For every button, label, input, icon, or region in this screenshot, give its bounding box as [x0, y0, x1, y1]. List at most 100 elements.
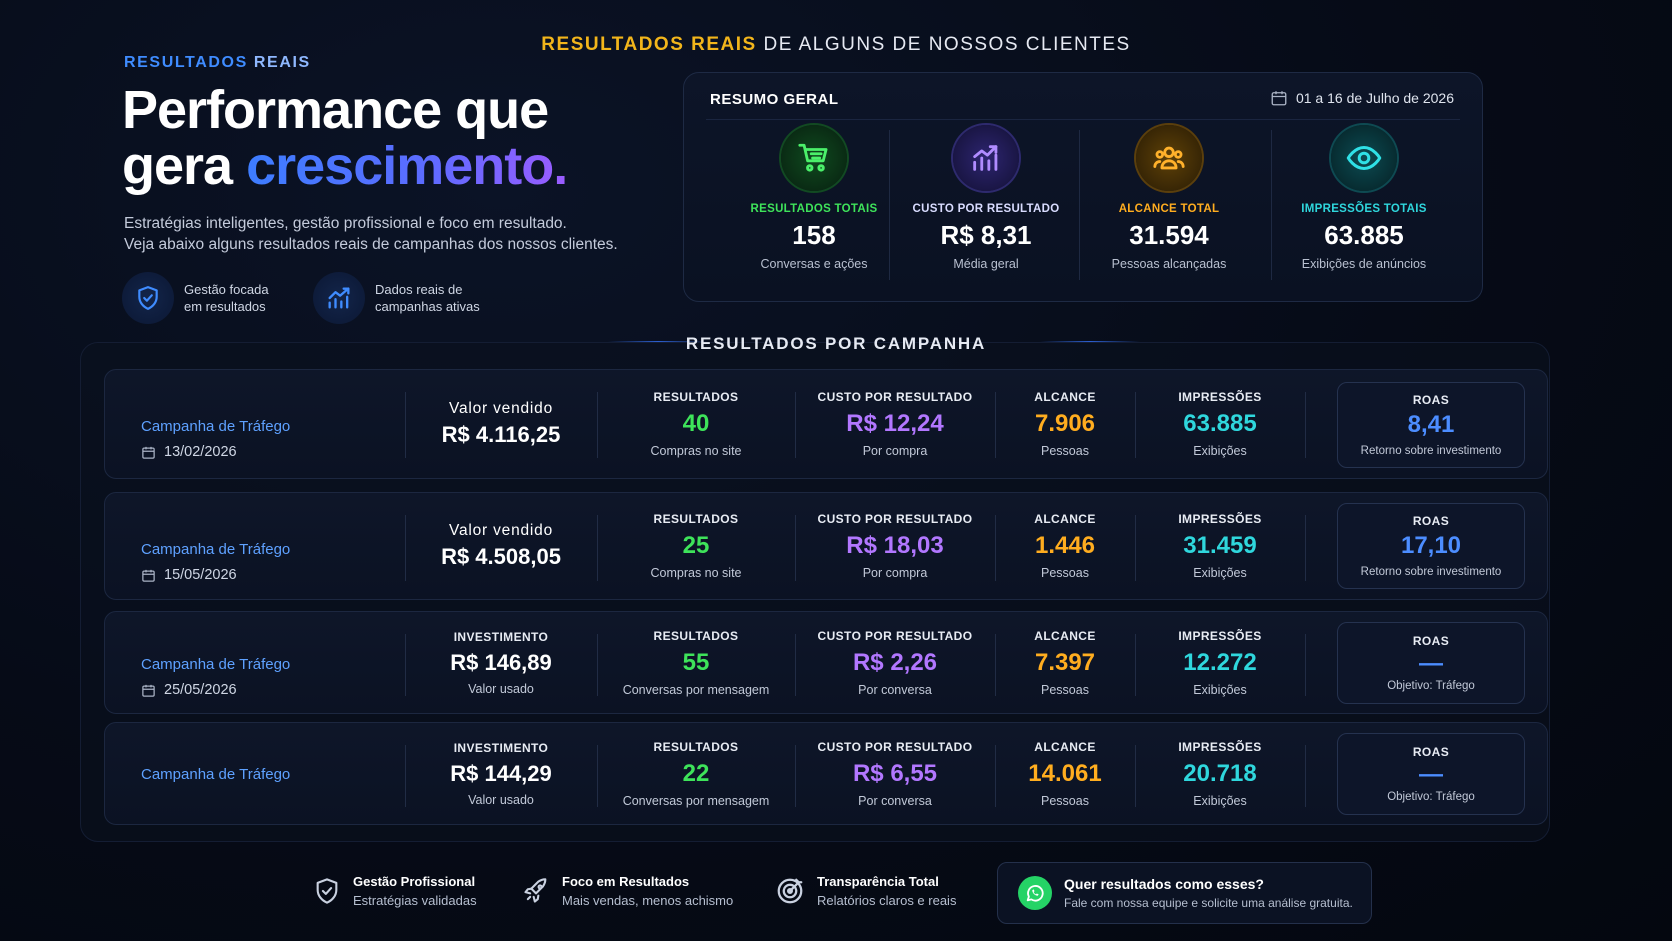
- row-separator: [995, 745, 996, 807]
- footer-item-sub: Relatórios claros e reais: [817, 893, 957, 908]
- row-separator: [597, 634, 598, 696]
- impressions-label: IMPRESSÕES: [1178, 512, 1262, 526]
- feature-1-line2: em resultados: [184, 299, 266, 314]
- metric-label: ALCANCE TOTAL: [1118, 203, 1220, 215]
- impressions-label: IMPRESSÕES: [1178, 739, 1262, 754]
- row-separator: [1305, 745, 1306, 807]
- impressions-label: IMPRESSÕES: [1178, 628, 1262, 643]
- results-value: 55: [682, 648, 710, 676]
- metric-sub: Média geral: [953, 257, 1019, 271]
- results-label: RESULTADOS: [653, 390, 739, 404]
- metric-sub: Pessoas alcançadas: [1111, 257, 1227, 271]
- hero-subtitle-line1: Estratégias inteligentes, gestão profiss…: [124, 215, 567, 232]
- reach-value: 7.906: [1034, 410, 1096, 437]
- hero-feature-1: Gestão focada em resultados: [122, 272, 284, 324]
- metric-cost-per-result: CUSTO POR RESULTADO R$ 8,31 Média geral: [906, 125, 1066, 295]
- reach-cell: ALCANCE 7.397 Pessoas: [995, 612, 1135, 713]
- results-cell: RESULTADOS 22 Conversas por mensagem: [597, 723, 795, 824]
- row-separator: [405, 515, 406, 581]
- impressions-cell: IMPRESSÕES 12.272 Exibições: [1135, 612, 1305, 713]
- reach-label: ALCANCE: [1034, 628, 1096, 643]
- value-amount: R$ 4.116,25: [441, 422, 561, 447]
- hero-title-plain: gera: [122, 136, 233, 196]
- row-separator: [405, 392, 406, 458]
- campaign-date-text: 13/02/2026: [164, 444, 237, 460]
- value-sub: Valor usado: [468, 792, 534, 807]
- metric-label: RESULTADOS TOTAIS: [750, 203, 878, 215]
- results-cell: RESULTADOS 40 Compras no site: [597, 370, 795, 478]
- value-amount: R$ 146,89: [450, 649, 552, 675]
- calendar-icon: [142, 684, 155, 697]
- summary-date: 01 a 16 de Julho de 2026: [1270, 89, 1454, 107]
- campaign-name[interactable]: Campanha de Tráfego: [141, 766, 291, 783]
- footer-item-3: Transparência Total Relatórios claros e …: [775, 874, 956, 908]
- row-separator: [597, 392, 598, 458]
- cart-icon: [781, 125, 847, 191]
- metric-label: IMPRESSÕES TOTAIS: [1301, 203, 1427, 215]
- campaign-row-3: Campanha de Tráfego 25/05/2026 INVESTIME…: [104, 611, 1548, 714]
- value-amount: R$ 144,29: [450, 760, 552, 786]
- row-separator: [597, 745, 598, 807]
- summary-date-text: 01 a 16 de Julho de 2026: [1295, 90, 1454, 106]
- hero-title-line2: gera crescimento.: [122, 136, 568, 196]
- trending-chart-icon: [313, 272, 365, 324]
- contact-cta[interactable]: Quer resultados como esses? Fale com nos…: [997, 862, 1372, 924]
- hero-feature-2: Dados reais de campanhas ativas: [313, 272, 495, 324]
- impressions-value: 20.718: [1183, 759, 1257, 787]
- impressions-cell: IMPRESSÕES 20.718 Exibições: [1135, 723, 1305, 824]
- growth-chart-icon: [953, 125, 1019, 191]
- roas-box: ROAS — Objetivo: Tráfego: [1337, 733, 1525, 815]
- roas-sub: Objetivo: Tráfego: [1387, 680, 1475, 692]
- roas-label: ROAS: [1412, 514, 1450, 528]
- eyebrow-part-a: RESULTADOS: [124, 54, 248, 71]
- value-label: Valor vendido: [448, 400, 554, 417]
- metric-results-total: RESULTADOS TOTAIS 158 Conversas e ações: [744, 125, 884, 295]
- row-separator: [995, 515, 996, 581]
- metric-reach-total: ALCANCE TOTAL 31.594 Pessoas alcançadas: [1089, 125, 1249, 295]
- impressions-value: 12.272: [1183, 648, 1257, 676]
- summary-divider: [706, 119, 1460, 120]
- reach-value: 7.397: [1034, 648, 1096, 676]
- hero-subtitle-line2: Veja abaixo alguns resultados reais de c…: [124, 236, 618, 253]
- metric-value: R$ 8,31: [940, 220, 1032, 250]
- results-sub: Conversas por mensagem: [622, 793, 770, 808]
- value-cell: Valor vendido R$ 4.508,05: [405, 493, 597, 599]
- cost-cell: CUSTO POR RESULTADO R$ 12,24 Por compra: [795, 370, 995, 478]
- calendar-icon: [142, 569, 155, 582]
- feature-2-line1: Dados reais de: [375, 282, 463, 297]
- cost-cell: CUSTO POR RESULTADO R$ 6,55 Por conversa: [795, 723, 995, 824]
- results-value: 22: [682, 759, 710, 787]
- value-label: INVESTIMENTO: [453, 629, 549, 644]
- cost-sub: Por conversa: [858, 793, 932, 808]
- campaign-name[interactable]: Campanha de Tráfego: [141, 418, 291, 435]
- campaign-name[interactable]: Campanha de Tráfego: [141, 541, 291, 558]
- row-separator: [1305, 515, 1306, 581]
- cost-sub: Por compra: [862, 444, 928, 458]
- roas-value: 17,10: [1400, 532, 1462, 559]
- roas-box: ROAS 17,10 Retorno sobre investimento: [1337, 503, 1525, 589]
- roas-sub: Retorno sobre investimento: [1360, 445, 1502, 457]
- roas-label: ROAS: [1412, 634, 1450, 648]
- results-cell: RESULTADOS 55 Conversas por mensagem: [597, 612, 795, 713]
- campaign-date: 25/05/2026: [141, 682, 237, 698]
- row-separator: [405, 634, 406, 696]
- people-icon: [1136, 125, 1202, 191]
- cost-label: CUSTO POR RESULTADO: [817, 512, 973, 526]
- impressions-label: IMPRESSÕES: [1178, 390, 1262, 404]
- campaign-date-text: 15/05/2026: [164, 567, 237, 583]
- footer-item-title: Gestão Profissional: [353, 874, 476, 889]
- roas-label: ROAS: [1412, 745, 1450, 759]
- cost-sub: Por compra: [862, 566, 928, 580]
- footer-item-2: Foco em Resultados Mais vendas, menos ac…: [522, 874, 733, 908]
- campaign-row-2: Campanha de Tráfego 15/05/2026 Valor ven…: [104, 492, 1548, 600]
- campaign-date: 15/05/2026: [141, 567, 237, 583]
- row-separator: [405, 745, 406, 807]
- cost-value: R$ 12,24: [846, 410, 944, 437]
- shield-check-icon: [316, 878, 338, 904]
- feature-1-line1: Gestão focada: [184, 282, 269, 297]
- footer-item-sub: Estratégias validadas: [353, 893, 477, 908]
- results-label: RESULTADOS: [653, 739, 739, 754]
- results-label: RESULTADOS: [653, 628, 739, 643]
- campaign-name[interactable]: Campanha de Tráfego: [141, 656, 291, 673]
- metric-value: 63.885: [1324, 220, 1404, 250]
